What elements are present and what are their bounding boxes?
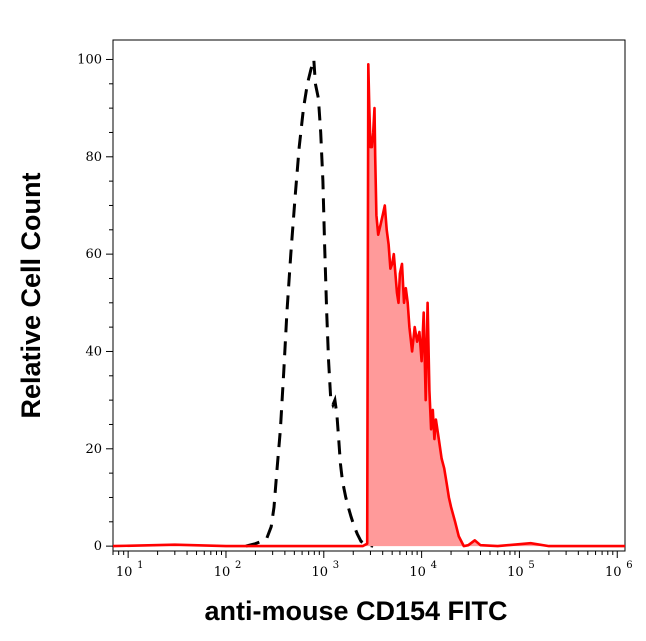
- plot-frame: [112, 39, 626, 552]
- x-tick-exponent: 6: [626, 560, 632, 571]
- x-tick-exponent: 1: [137, 560, 143, 571]
- y-tick-label: 40: [85, 344, 102, 359]
- x-tick-label: 10: [409, 565, 426, 580]
- x-axis-label: anti-mouse CD154 FITC: [204, 596, 507, 626]
- axis-layer: 0 20 40 60 80 100 10 1 10 2 10 3 10 4 10 5 10 6: [77, 52, 632, 580]
- y-tick-label: 20: [85, 442, 102, 457]
- series-layer: [112, 59, 625, 548]
- isotype-control-line: [245, 59, 374, 548]
- x-tick-exponent: 4: [431, 560, 437, 571]
- x-tick-label: 10: [312, 565, 329, 580]
- y-tick-label: 60: [85, 247, 102, 262]
- y-tick-label: 0: [94, 539, 102, 554]
- x-tick-label: 10: [214, 565, 231, 580]
- stained-histogram-line: [112, 63, 625, 548]
- x-tick-exponent: 5: [528, 560, 534, 571]
- x-tick-label: 10: [605, 565, 622, 580]
- x-tick-exponent: 2: [235, 560, 241, 571]
- y-tick-label: 100: [77, 52, 102, 67]
- y-axis-label: Relative Cell Count: [16, 172, 46, 418]
- x-tick-label: 10: [116, 565, 133, 580]
- y-tick-label: 80: [85, 150, 102, 165]
- x-tick-label: 10: [507, 565, 524, 580]
- x-tick-exponent: 3: [333, 560, 339, 571]
